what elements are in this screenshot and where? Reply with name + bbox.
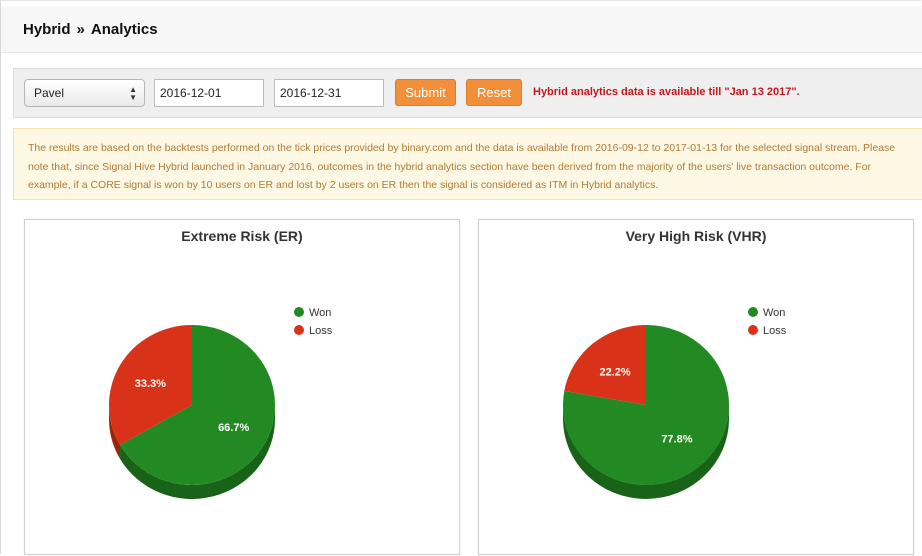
legend-label-loss[interactable]: Loss [309, 325, 333, 337]
legend-marker-won [294, 307, 304, 317]
pie-slice-loss[interactable] [564, 325, 646, 405]
legend-marker-won [748, 307, 758, 317]
select-arrows-icon: ▲ ▼ [129, 85, 137, 102]
filter-bar: Pavel ▲ ▼ 2016-12-01 2016-12-31 Submit Re… [13, 68, 922, 118]
breadcrumb: Hybrid » Analytics [23, 21, 158, 38]
legend-label-won[interactable]: Won [763, 307, 785, 319]
breadcrumb-root[interactable]: Hybrid [23, 21, 71, 38]
pie-side-won [120, 405, 275, 499]
submit-button[interactable]: Submit [395, 79, 456, 106]
reset-button[interactable]: Reset [466, 79, 522, 106]
pie-chart-er: 66.7% 33.3% Won Loss [108, 307, 333, 499]
user-select[interactable]: Pavel ▲ ▼ [24, 79, 145, 107]
pie-chart-vhr: 77.8% 22.2% Won Loss [563, 307, 787, 499]
legend-label-won[interactable]: Won [309, 307, 331, 319]
end-date-input[interactable]: 2016-12-31 [274, 79, 384, 107]
pie-data-label: 22.2% [599, 366, 630, 378]
info-box: The results are based on the backtests p… [13, 128, 922, 200]
pie-data-label: 66.7% [218, 422, 249, 434]
chart-panel-vhr: Very High Risk (VHR) 77.8% 22.2% Won Loss [478, 219, 914, 555]
page-header: Hybrid » Analytics [1, 6, 922, 53]
legend-marker-loss [294, 325, 304, 335]
chart-title-vhr: Very High Risk (VHR) [625, 228, 767, 244]
legend-marker-loss [748, 325, 758, 335]
start-date-input[interactable]: 2016-12-01 [154, 79, 264, 107]
breadcrumb-separator: » [76, 21, 85, 38]
pie-side-won [563, 405, 729, 499]
pie-side-loss [109, 405, 121, 459]
chart-panel-er: Extreme Risk (ER) 66.7% 33.3% Won Loss [24, 219, 460, 555]
pie-data-label: 33.3% [135, 378, 166, 390]
info-text: The results are based on the backtests p… [28, 142, 896, 191]
pie-data-label: 77.8% [661, 434, 692, 446]
pie-slice-won[interactable] [120, 325, 275, 485]
legend-label-loss[interactable]: Loss [763, 325, 787, 337]
chart-title-er: Extreme Risk (ER) [181, 228, 303, 244]
user-select-value: Pavel [34, 86, 65, 100]
availability-notice: Hybrid analytics data is available till … [533, 86, 800, 98]
pie-slice-loss[interactable] [108, 325, 192, 445]
breadcrumb-current: Analytics [90, 21, 158, 38]
